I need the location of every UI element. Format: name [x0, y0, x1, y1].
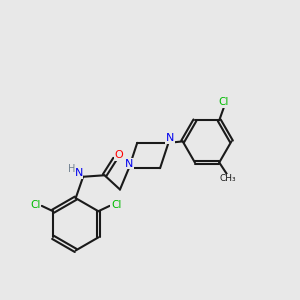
Text: N: N	[125, 159, 133, 169]
Text: Cl: Cl	[111, 200, 122, 210]
Text: N: N	[166, 134, 174, 143]
Text: Cl: Cl	[218, 98, 229, 107]
Text: H: H	[68, 164, 76, 174]
Text: Cl: Cl	[30, 200, 40, 210]
Text: CH₃: CH₃	[219, 174, 236, 183]
Text: N: N	[74, 168, 83, 178]
Text: O: O	[114, 150, 123, 161]
